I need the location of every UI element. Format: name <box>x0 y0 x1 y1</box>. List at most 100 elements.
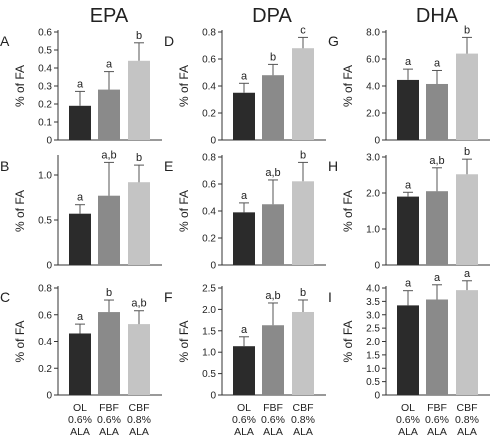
significance-label: b <box>464 24 470 36</box>
column-title-epa: EPA <box>90 5 129 27</box>
y-axis-label: % of FA <box>177 65 191 107</box>
bar-ol <box>233 92 255 140</box>
y-tick-label: 0 <box>46 261 52 272</box>
bar-fbf <box>98 312 120 395</box>
category-label: 0.6% <box>232 414 256 426</box>
panel-letter-g: G <box>328 33 339 49</box>
y-tick-label: 3.0 <box>366 310 380 321</box>
bar-ol <box>69 105 91 140</box>
category-label: ALA <box>99 426 119 438</box>
bar-ol <box>69 333 91 395</box>
y-axis-label: % of FA <box>177 190 191 232</box>
column-title-dha: DHA <box>416 5 459 27</box>
bar-cbf <box>292 48 314 141</box>
significance-label: b <box>464 146 470 158</box>
category-label: OL <box>401 402 415 414</box>
bar-fbf <box>98 195 120 265</box>
category-label: ALA <box>398 426 418 438</box>
category-label: 0.8% <box>127 414 151 426</box>
bar-ol <box>233 346 255 395</box>
bar-fbf <box>426 191 448 265</box>
bar-cbf <box>128 182 150 265</box>
significance-label: b <box>300 149 306 161</box>
y-tick-label: 0 <box>374 391 380 402</box>
y-tick-label: 0.6 <box>38 310 52 321</box>
y-tick-label: 1.0 <box>38 171 52 182</box>
significance-label: a,b <box>131 298 146 310</box>
y-tick-label: 0.8 <box>202 153 216 164</box>
bar-fbf <box>426 83 448 140</box>
y-tick-label: 0.4 <box>38 337 52 348</box>
y-tick-label: 0 <box>210 136 216 147</box>
bar-fbf <box>262 75 284 140</box>
y-tick-label: 1.0 <box>366 225 380 236</box>
y-tick-label: 0.8 <box>202 28 216 39</box>
bar-cbf <box>456 174 478 265</box>
y-tick-label: 0.6 <box>202 180 216 191</box>
category-label: FBF <box>99 402 119 414</box>
category-label: OL <box>73 402 87 414</box>
y-tick-label: 2.0 <box>366 337 380 348</box>
significance-label: b <box>136 30 142 42</box>
bar-fbf <box>426 299 448 395</box>
panel-letter-b: B <box>0 158 9 174</box>
category-label: 0.6% <box>261 414 285 426</box>
bar-ol <box>397 196 419 265</box>
bar-ol <box>233 212 255 265</box>
y-axis-label: % of FA <box>13 320 27 362</box>
category-label: OL <box>237 402 251 414</box>
panel-letter-i: I <box>328 289 332 305</box>
y-tick-label: 2.5 <box>366 324 380 335</box>
significance-label: b <box>106 287 112 299</box>
y-tick-label: 1.5 <box>366 350 380 361</box>
category-label: FBF <box>263 402 283 414</box>
category-label: ALA <box>293 426 313 438</box>
significance-label: a,b <box>265 167 280 179</box>
significance-label: a <box>77 78 84 90</box>
y-tick-label: 4.0 <box>366 82 380 93</box>
significance-label: a <box>405 278 412 290</box>
y-tick-label: 2.0 <box>366 109 380 120</box>
category-label: ALA <box>129 426 149 438</box>
y-tick-label: 0.4 <box>202 207 216 218</box>
bar-ol <box>397 305 419 395</box>
y-tick-label: 0.8 <box>38 284 52 295</box>
y-tick-label: 2.0 <box>202 305 216 316</box>
bar-fbf <box>262 204 284 265</box>
y-tick-label: 3.5 <box>366 297 380 308</box>
y-axis-label: % of FA <box>341 320 355 362</box>
category-label: ALA <box>70 426 90 438</box>
y-tick-label: 1.5 <box>202 326 216 337</box>
y-tick-label: 0.2 <box>38 364 52 375</box>
significance-label: a <box>405 56 412 68</box>
y-tick-label: 0 <box>374 261 380 272</box>
bar-cbf <box>128 324 150 395</box>
y-tick-label: 0.5 <box>366 377 380 388</box>
category-label: CBF <box>129 402 150 414</box>
y-tick-label: 0.1 <box>38 118 52 129</box>
category-label: 0.8% <box>291 414 315 426</box>
y-tick-label: 2.5 <box>202 284 216 295</box>
category-label: ALA <box>263 426 283 438</box>
bar-cbf <box>128 60 150 140</box>
significance-label: b <box>270 51 276 63</box>
significance-label: a <box>434 57 441 69</box>
significance-label: a,b <box>429 155 444 167</box>
significance-label: a,b <box>265 290 280 302</box>
y-axis-label: % of FA <box>13 190 27 232</box>
y-tick-label: 2.0 <box>366 189 380 200</box>
y-tick-label: 6.0 <box>366 55 380 66</box>
y-tick-label: 3.0 <box>366 153 380 164</box>
bar-cbf <box>456 53 478 140</box>
category-label: ALA <box>457 426 477 438</box>
y-axis-label: % of FA <box>341 65 355 107</box>
panel-letter-d: D <box>164 33 174 49</box>
panel-letter-f: F <box>164 289 173 305</box>
significance-label: a <box>77 192 84 204</box>
significance-label: b <box>136 152 142 164</box>
panel-letter-h: H <box>328 158 338 174</box>
category-label: 0.6% <box>97 414 121 426</box>
y-tick-label: 0.2 <box>38 100 52 111</box>
y-tick-label: 0.5 <box>38 216 52 227</box>
